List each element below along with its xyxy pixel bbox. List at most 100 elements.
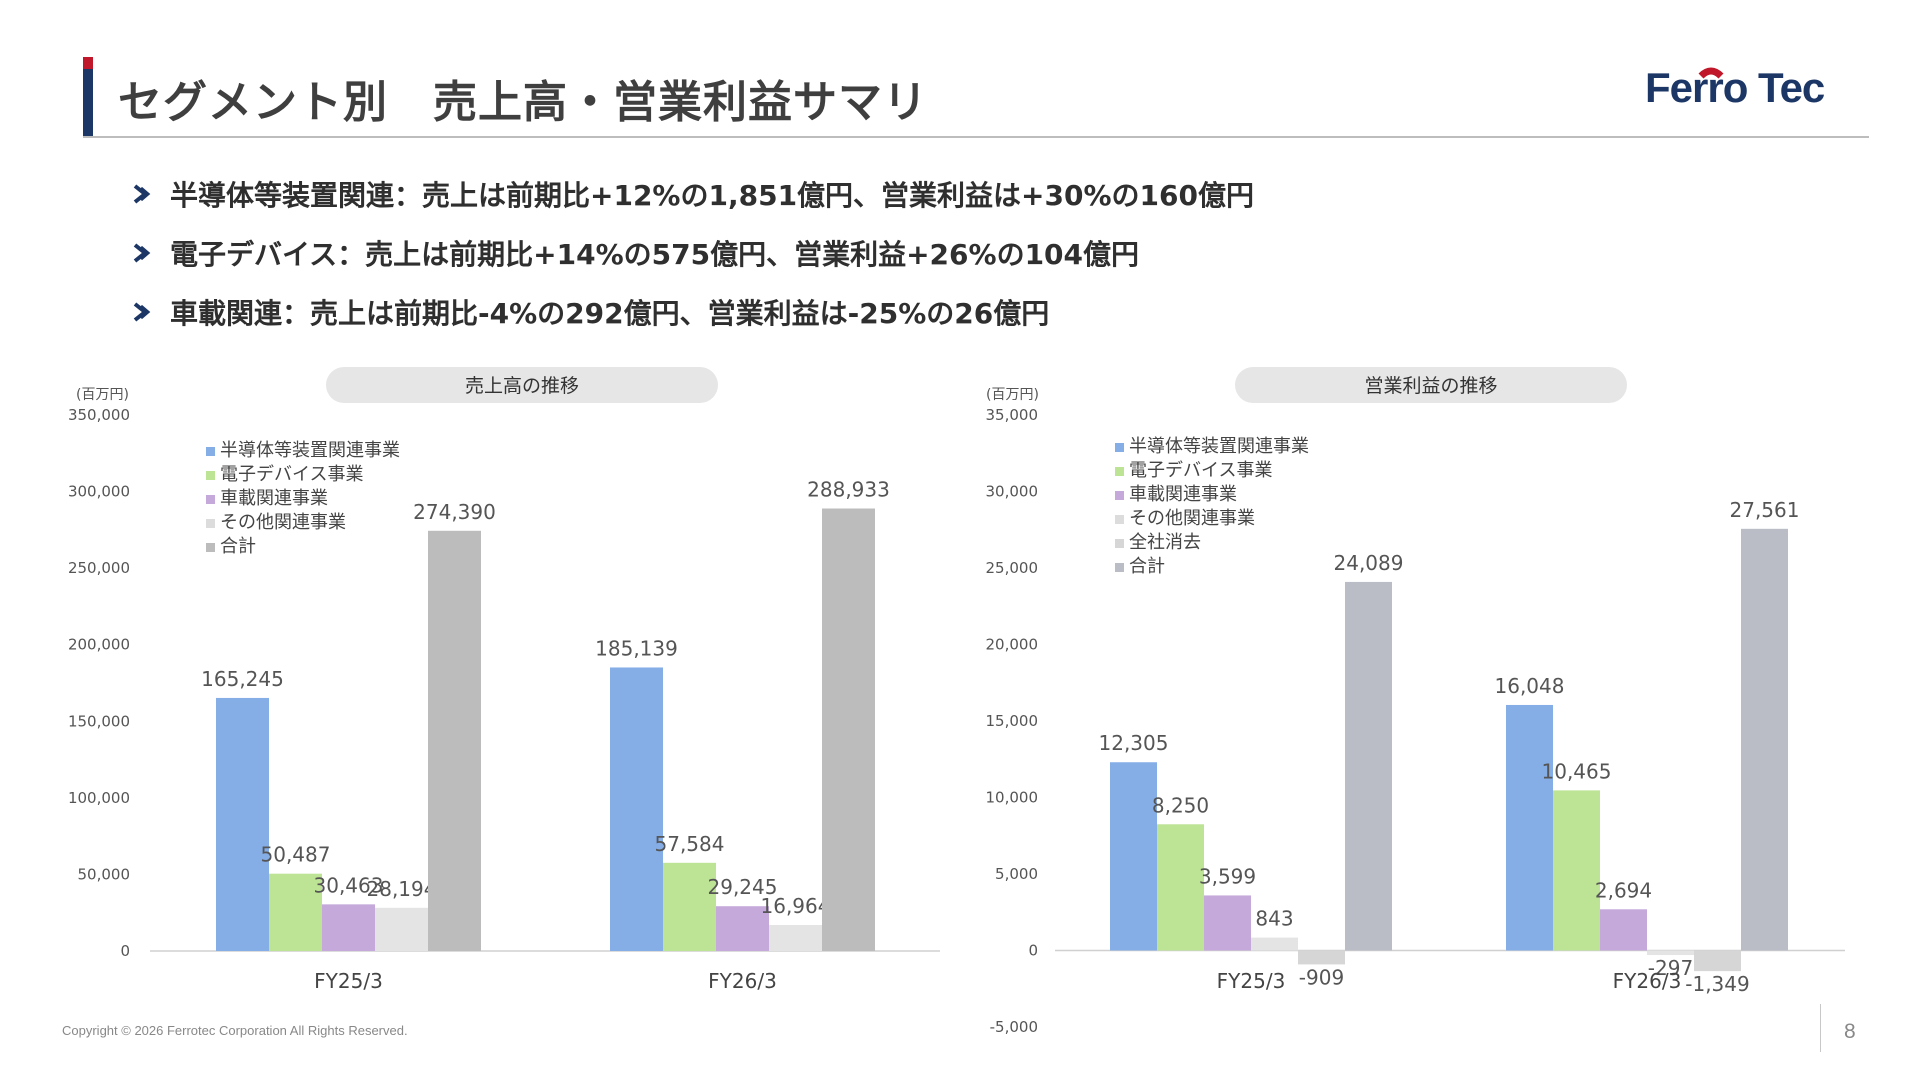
data-label: 8,250 (1152, 793, 1209, 817)
profit-chart-svg: 営業利益の推移 (百万円) -5,000 0 5,000 10,000 15,000 20,0… (986, 367, 1845, 1036)
page-number: 8 (1844, 1020, 1856, 1043)
y-tick-label: 100,000 (68, 789, 130, 807)
legend-swatch (1115, 563, 1124, 572)
y-tick-label: -5,000 (990, 1018, 1038, 1036)
bar (663, 862, 716, 951)
legend-swatch (206, 543, 215, 552)
data-label: 2,694 (1595, 878, 1652, 902)
legend-label: 全社消去 (1129, 532, 1201, 553)
legend-label: 合計 (1129, 556, 1165, 577)
chart-title: 売上高の推移 (465, 375, 579, 397)
bar (1298, 950, 1345, 965)
y-tick-label: 0 (1028, 942, 1038, 960)
legend-label: 車載関連事業 (220, 488, 328, 509)
bullet-text: 半導体等装置関連：売上は前期比+12%の1,851億円、営業利益は+30%の16… (170, 178, 1254, 212)
data-label: -297 (1648, 956, 1693, 980)
legend-label: その他関連事業 (1129, 508, 1255, 529)
data-label: 16,048 (1495, 674, 1565, 698)
y-tick-label: 20,000 (986, 636, 1039, 654)
data-label: 50,487 (261, 843, 331, 867)
bar (1694, 950, 1741, 972)
data-label: 165,245 (201, 667, 284, 691)
svg-text:Ferro Tec: Ferro Tec (1645, 64, 1825, 110)
bullet-text: 車載関連：売上は前期比-4%の292億円、営業利益は-25%の26億円 (170, 296, 1050, 330)
legend-swatch (1115, 467, 1124, 476)
y-tick-label: 15,000 (986, 712, 1039, 730)
data-label: 3,599 (1199, 864, 1256, 888)
bar (1204, 895, 1251, 951)
chart-title: 営業利益の推移 (1364, 375, 1497, 397)
bar (1647, 950, 1694, 956)
y-tick-label: 5,000 (995, 865, 1038, 883)
bar (322, 904, 375, 951)
data-label: 28,194 (367, 877, 437, 901)
bullet-text: 電子デバイス：売上は前期比+14%の575億円、営業利益+26%の104億円 (170, 237, 1140, 271)
copyright-text: Copyright © 2026 Ferrotec Corporation Al… (62, 1023, 408, 1038)
y-tick-label: 250,000 (68, 559, 130, 577)
legend-label: 合計 (220, 536, 256, 557)
legend-swatch (1115, 491, 1124, 500)
legend-swatch (206, 495, 215, 504)
y-tick-label: 350,000 (68, 406, 130, 424)
chart-title-pill (1235, 367, 1627, 403)
bar (1251, 937, 1298, 951)
y-tick-label: 25,000 (986, 559, 1039, 577)
bar (428, 530, 481, 951)
y-tick-label: 300,000 (68, 483, 130, 501)
legend-swatch (206, 447, 215, 456)
x-category-label: FY25/3 (314, 969, 383, 993)
chevron-right-icon (133, 242, 151, 263)
data-label: 24,089 (1334, 551, 1404, 575)
data-label: 10,465 (1542, 759, 1612, 783)
legend-swatch (206, 519, 215, 528)
y-tick-label: 0 (120, 942, 130, 960)
page-title: セグメント別 売上高・営業利益サマリ (118, 77, 928, 128)
unit-label: (百万円) (76, 387, 129, 403)
bar (610, 667, 663, 951)
bar (1110, 762, 1157, 951)
sales-chart-svg: 売上高の推移 (百万円) 0 50,000 100,000 150,000 200,000 2… (68, 367, 940, 993)
data-label: -1,349 (1685, 972, 1749, 996)
data-label: 57,584 (655, 832, 725, 856)
data-label: 30,463 (314, 873, 384, 897)
bar (1600, 909, 1647, 951)
data-label: -909 (1299, 965, 1344, 989)
y-tick-label: 30,000 (986, 483, 1039, 501)
title-accent-bar (83, 57, 93, 137)
data-label: 29,245 (708, 875, 778, 899)
bar (822, 508, 875, 951)
y-tick-label: 35,000 (986, 406, 1039, 424)
x-category-label: FY25/3 (1217, 969, 1286, 993)
bar (1345, 581, 1392, 951)
bar (269, 873, 322, 951)
legend-label: 半導体等装置関連事業 (220, 440, 400, 461)
bar (1157, 824, 1204, 951)
y-tick-label: 50,000 (78, 865, 131, 883)
bar (716, 906, 769, 951)
chevron-right-icon (133, 183, 151, 204)
bullet-item: 半導体等装置関連：売上は前期比+12%の1,851億円、営業利益は+30%の16… (132, 164, 1254, 223)
legend-label: 半導体等装置関連事業 (1129, 436, 1309, 457)
unit-label: (百万円) (986, 387, 1039, 403)
legend-label: 電子デバイス事業 (1129, 460, 1272, 481)
data-label: 16,964 (761, 894, 831, 918)
ferrotec-logo: Ferro Tec (1645, 64, 1826, 110)
data-label: 288,933 (807, 478, 890, 502)
data-label: 274,390 (413, 500, 496, 524)
bar (216, 697, 269, 951)
legend-swatch (1115, 515, 1124, 524)
bullet-item: 車載関連：売上は前期比-4%の292億円、営業利益は-25%の26億円 (132, 282, 1254, 341)
y-tick-label: 150,000 (68, 712, 130, 730)
legend-swatch (1115, 539, 1124, 548)
bar (1506, 704, 1553, 951)
legend-label: その他関連事業 (220, 512, 346, 533)
chart-title-pill (326, 367, 718, 403)
summary-bullets: 半導体等装置関連：売上は前期比+12%の1,851億円、営業利益は+30%の16… (132, 164, 1254, 341)
chevron-right-icon (133, 301, 151, 322)
profit-chart: 営業利益の推移 (百万円) -5,000 0 5,000 10,000 15,000 20,0… (960, 360, 1860, 1040)
y-tick-label: 200,000 (68, 636, 130, 654)
legend-swatch (1115, 443, 1124, 452)
y-tick-label: 10,000 (986, 789, 1039, 807)
bullet-item: 電子デバイス：売上は前期比+14%の575億円、営業利益+26%の104億円 (132, 223, 1254, 282)
sales-chart: 売上高の推移 (百万円) 0 50,000 100,000 150,000 200,000 2… (50, 360, 950, 1010)
